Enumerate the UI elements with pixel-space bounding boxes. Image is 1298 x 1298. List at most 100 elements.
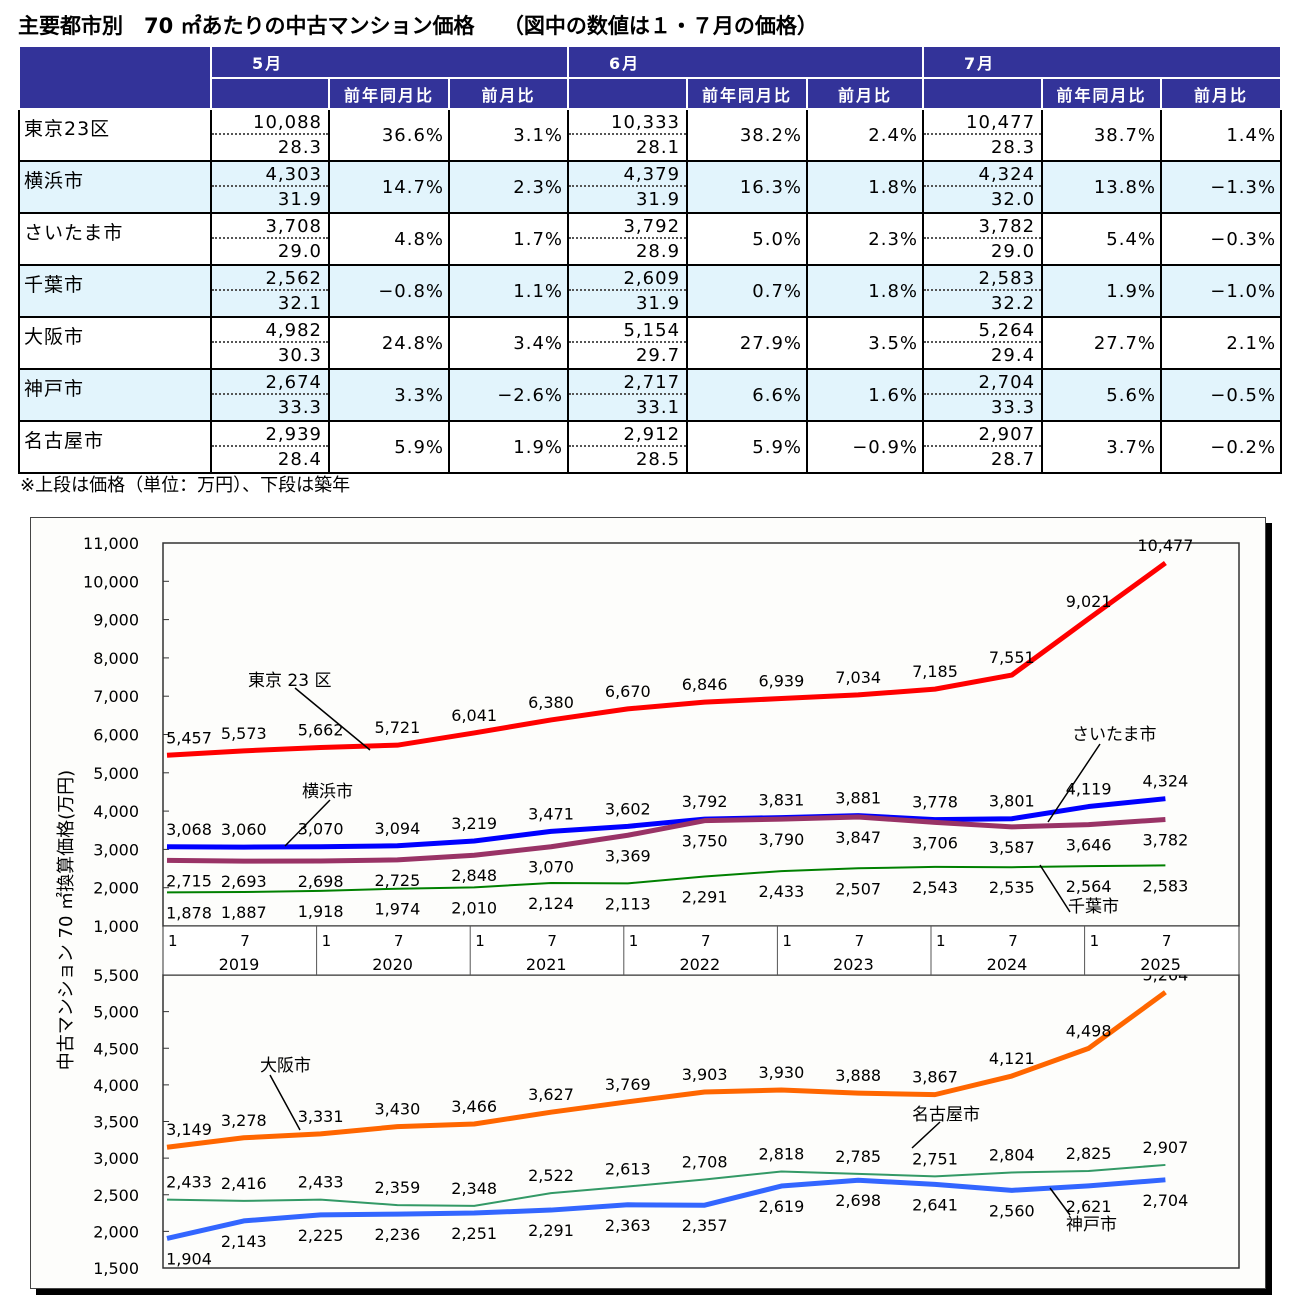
month-tick-label: 1 (322, 932, 332, 950)
building-age: 28.5 (635, 449, 681, 470)
callout-line (911, 1121, 941, 1149)
price-value: 3,782 (924, 214, 1042, 239)
y-tick-label: 5,000 (93, 1003, 139, 1022)
price-cell: 2,674 33.3 (210, 368, 330, 422)
yoy-change: 3.3% (328, 368, 450, 422)
price-value: 3,792 (569, 214, 687, 239)
data-label: 6,380 (528, 693, 574, 712)
yoy-change: 16.3% (686, 160, 808, 214)
yoy-change: 5.6% (1041, 368, 1162, 422)
yoy-change: 5.0% (686, 212, 808, 266)
data-label: 3,094 (374, 819, 420, 838)
mom-change: 3.4% (447, 316, 570, 370)
data-label: 2,613 (605, 1159, 651, 1178)
data-label: 2,357 (682, 1216, 728, 1235)
price-cell: 3,792 28.9 (567, 212, 688, 266)
y-tick-label: 3,000 (93, 840, 139, 859)
building-age: 28.9 (635, 241, 681, 262)
building-age: 29.7 (635, 345, 681, 366)
data-label: 2,543 (912, 878, 958, 897)
y-tick-label: 5,500 (93, 966, 139, 985)
month-tick-label: 1 (782, 932, 792, 950)
data-label: 3,149 (166, 1120, 212, 1139)
yoy-change: 5.4% (1041, 212, 1162, 266)
year-label: 2023 (833, 955, 874, 974)
data-label: 4,119 (1066, 780, 1112, 799)
mom-change: 1.8% (806, 264, 925, 318)
header-month: 6月 (567, 45, 925, 79)
data-label: 3,369 (605, 846, 651, 865)
building-age: 28.3 (990, 137, 1036, 158)
series-line (166, 796, 1166, 850)
mom-change: 1.6% (806, 368, 925, 422)
data-label: 3,219 (451, 814, 497, 833)
data-label: 2,619 (758, 1197, 804, 1216)
data-label: 2,698 (835, 1191, 881, 1210)
city-name: 東京23区 (18, 108, 212, 162)
data-label: 4,324 (1142, 772, 1188, 791)
mom-change: −1.0% (1160, 264, 1283, 318)
header-mom: 前月比 (447, 77, 570, 110)
data-label: 3,769 (605, 1075, 651, 1094)
data-label: 5,457 (166, 728, 212, 747)
price-value: 2,674 (212, 370, 328, 395)
data-label: 3,903 (682, 1065, 728, 1084)
mom-change: 1.1% (447, 264, 570, 318)
data-label: 3,646 (1066, 836, 1112, 855)
series-line (166, 864, 1166, 894)
year-label: 2021 (526, 955, 567, 974)
data-label: 6,846 (682, 675, 728, 694)
data-label: 2,708 (682, 1153, 728, 1172)
data-label: 3,831 (758, 791, 804, 810)
building-age: 28.7 (990, 449, 1036, 470)
y-tick-label: 1,000 (93, 917, 139, 936)
header-price-blank (922, 78, 1044, 110)
data-label: 2,698 (298, 872, 344, 891)
data-label: 2,818 (758, 1144, 804, 1163)
price-value: 2,609 (569, 266, 687, 291)
data-label: 2,010 (451, 898, 497, 917)
callout-line (284, 799, 331, 847)
price-value: 2,583 (924, 266, 1042, 291)
data-label: 2,785 (835, 1147, 881, 1166)
yoy-change: 38.7% (1041, 108, 1162, 162)
data-label: 3,801 (989, 792, 1035, 811)
data-label: 2,641 (912, 1195, 958, 1214)
data-label: 3,867 (912, 1068, 958, 1087)
series-name-label: 名古屋市 (912, 1105, 980, 1125)
y-tick-label: 9,000 (93, 611, 139, 630)
data-label: 3,068 (166, 820, 212, 839)
data-label: 1,878 (166, 903, 212, 922)
data-label: 2,848 (451, 866, 497, 885)
data-label: 6,041 (451, 706, 497, 725)
mom-change: 2.1% (1160, 316, 1283, 370)
month-tick-label: 7 (1008, 932, 1018, 950)
header-mom: 前月比 (806, 77, 925, 110)
table-row: 名古屋市 2,939 28.4 5.9% 1.9% 2,912 28.5 5.9% −0.9% 2… (18, 420, 1283, 474)
data-label: 2,507 (835, 879, 881, 898)
y-tick-label: 3,500 (93, 1113, 139, 1132)
price-value: 10,088 (212, 110, 328, 135)
yoy-change: 24.8% (328, 316, 450, 370)
data-label: 3,881 (835, 789, 881, 808)
data-label: 5,721 (374, 718, 420, 737)
month-tick-label: 7 (701, 932, 711, 950)
city-name: 名古屋市 (18, 420, 212, 474)
price-cell: 2,583 32.2 (922, 264, 1043, 318)
price-cell: 2,562 32.1 (210, 264, 330, 318)
yoy-change: 14.7% (328, 160, 450, 214)
table-row: 東京23区 10,088 28.3 36.6% 3.1% 10,333 28.1 38.2% 2… (18, 108, 1283, 162)
yoy-change: 36.6% (328, 108, 450, 162)
price-cell: 4,379 31.9 (567, 160, 688, 214)
building-age: 32.1 (277, 293, 322, 314)
price-cell: 10,477 28.3 (922, 108, 1043, 162)
data-label: 5,662 (298, 720, 344, 739)
data-label: 4,498 (1066, 1021, 1112, 1040)
callout-line (1039, 864, 1071, 913)
mom-change: −0.9% (806, 420, 925, 474)
yoy-change: 13.8% (1041, 160, 1162, 214)
month-tick-label: 7 (394, 932, 404, 950)
x-axis-band (162, 925, 1240, 976)
header-mom: 前月比 (1160, 77, 1283, 110)
data-label: 1,918 (298, 902, 344, 921)
